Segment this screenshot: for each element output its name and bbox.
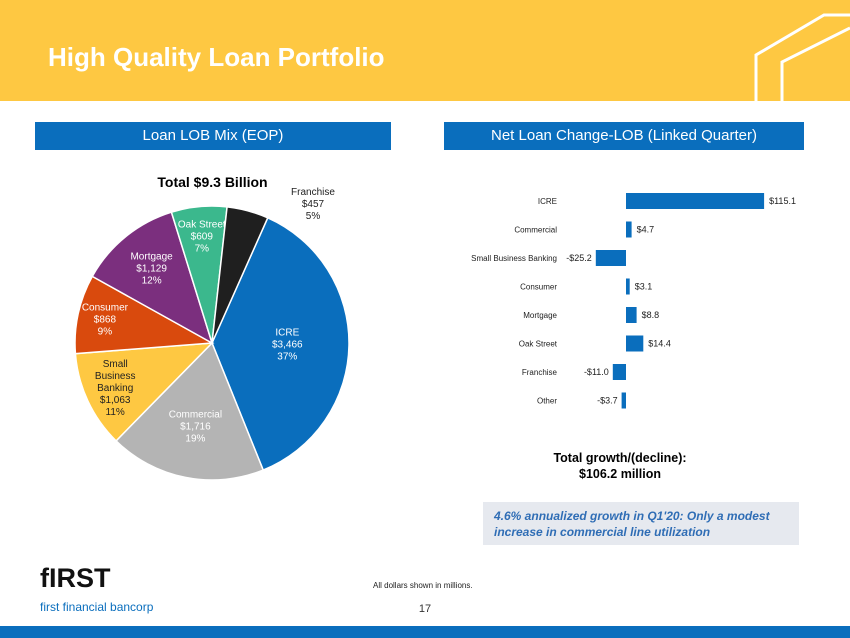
pie-label-line: $1,716: [180, 421, 211, 432]
bar-value-label: $3.1: [635, 282, 653, 292]
bar-category-label: Commercial: [514, 226, 557, 235]
pie-label-line: 7%: [195, 244, 210, 255]
company-name: first financial bancorp: [40, 600, 154, 614]
pie-slice-mortgage: [91, 211, 214, 345]
bar-category-label: Oak Street: [519, 340, 558, 349]
footer-bar: [0, 626, 850, 638]
pie-label-line: 11%: [106, 407, 125, 418]
building-outline-icon: [754, 13, 850, 101]
bar-franchise: [612, 364, 626, 380]
pie-slice-consumer: [74, 275, 215, 355]
pie-label-line: $1,063: [100, 395, 131, 406]
bar-category-label: Franchise: [522, 368, 558, 377]
bar-oak-street: [626, 335, 644, 352]
pie-slice-icre: [211, 216, 350, 472]
pie-label-line: 19%: [185, 433, 205, 444]
pie-label-line: Commercial: [169, 409, 222, 420]
bar-value-label: -$11.0: [584, 367, 609, 377]
pie-label-line: $457: [302, 199, 325, 210]
pie-label-line: Consumer: [82, 303, 129, 314]
pie-label-line: 5%: [306, 211, 321, 222]
total-growth-value: $106.2 million: [579, 467, 661, 481]
pie-slice-franchise: [211, 206, 269, 344]
bar-value-label: $115.1: [769, 196, 796, 206]
company-logo: fIRST: [40, 563, 111, 593]
right-section-title: Net Loan Change-LOB (Linked Quarter): [444, 122, 804, 150]
bar-value-label: $14.4: [648, 339, 671, 349]
pie-label-line: 12%: [142, 276, 162, 287]
bar-category-label: Other: [537, 397, 557, 406]
pie-label-line: Oak Street: [178, 220, 226, 231]
bar-icre: [626, 193, 765, 209]
total-growth-label: Total growth/(decline):: [553, 451, 687, 465]
pie-label-line: Small: [103, 359, 128, 370]
bar-category-label: ICRE: [538, 197, 557, 206]
pie-chart-title: Total $9.3 Billion: [157, 174, 268, 190]
header-banner: High Quality Loan Portfolio: [0, 0, 850, 101]
pie-label-line: ICRE: [275, 327, 299, 338]
left-section-title: Loan LOB Mix (EOP): [35, 122, 391, 150]
pie-label-line: Mortgage: [130, 252, 173, 263]
pie-label-line: $3,466: [272, 339, 303, 350]
pie-label-line: 37%: [277, 351, 297, 362]
footnote: All dollars shown in millions.: [373, 581, 473, 590]
bar-mortgage: [626, 307, 637, 323]
bar-category-label: Consumer: [520, 283, 557, 292]
bar-commercial: [626, 221, 632, 238]
bar-value-label: $8.8: [642, 310, 660, 320]
page-number: 17: [418, 603, 432, 615]
bar-value-label: -$3.7: [597, 396, 618, 406]
bar-value-label: -$25.2: [566, 253, 592, 263]
bar-value-label: $4.7: [637, 225, 655, 235]
page-title: High Quality Loan Portfolio: [48, 42, 385, 72]
pie-label-line: Banking: [97, 383, 133, 394]
pie-slice-small-business-banking: [74, 342, 214, 442]
pie-label-line: $868: [94, 315, 117, 326]
pie-label-line: 9%: [98, 327, 113, 338]
pie-slice-commercial: [115, 341, 265, 481]
total-growth: Total growth/(decline): $106.2 million: [520, 450, 720, 482]
pie-label-line: Business: [95, 371, 136, 382]
callout-text: 4.6% annualized growth in Q1'20: Only a …: [494, 509, 770, 539]
bar-category-label: Mortgage: [523, 311, 557, 320]
bar-consumer: [626, 278, 630, 295]
pie-label-line: $609: [191, 232, 214, 243]
bar-small-business-banking: [595, 250, 626, 266]
bar-other: [621, 392, 626, 409]
pie-label-line: $1,129: [136, 264, 167, 275]
growth-callout: 4.6% annualized growth in Q1'20: Only a …: [483, 502, 799, 545]
pie-label-line: Franchise: [291, 187, 335, 198]
bar-category-label: Small Business Banking: [471, 254, 557, 263]
